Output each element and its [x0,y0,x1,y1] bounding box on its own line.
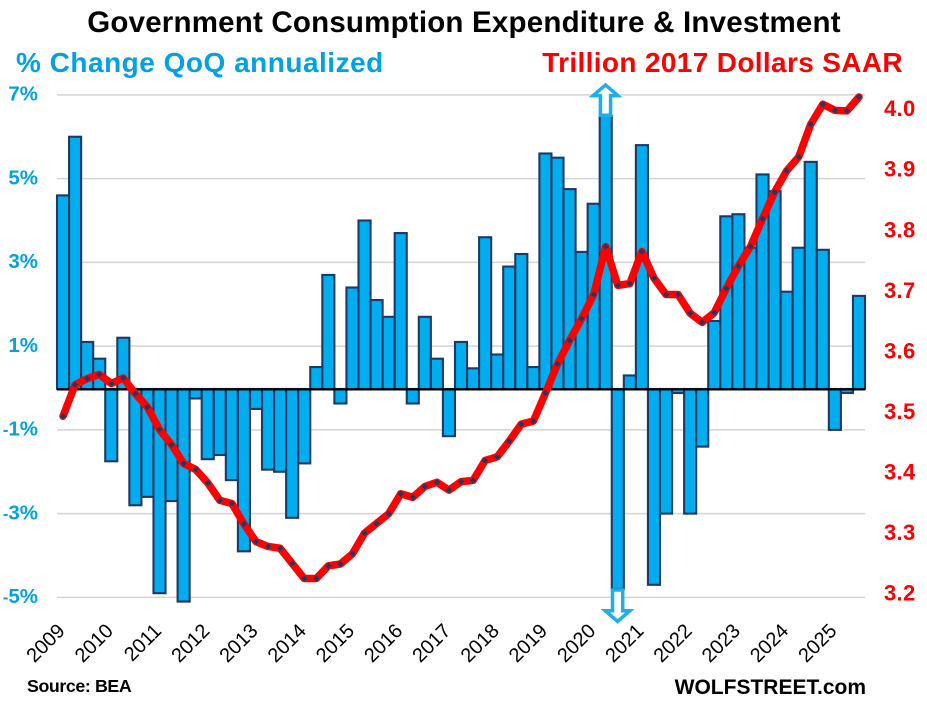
svg-text:1%: 1% [8,334,38,357]
svg-text:Government Consumption Expendi: Government Consumption Expenditure & Inv… [87,6,841,39]
svg-text:3.7: 3.7 [884,278,915,303]
svg-text:WOLFSTREET.com: WOLFSTREET.com [675,676,866,699]
svg-text:3.8: 3.8 [884,217,915,242]
svg-text:-5%: -5% [3,585,38,608]
svg-text:3.5: 3.5 [884,399,915,424]
svg-text:Trillion 2017 Dollars SAAR: Trillion 2017 Dollars SAAR [542,47,903,78]
svg-text:-1%: -1% [3,418,38,441]
svg-text:3.2: 3.2 [884,581,915,606]
svg-text:-3%: -3% [3,501,38,524]
svg-text:3.4: 3.4 [884,460,916,485]
svg-text:3.9: 3.9 [884,157,915,182]
svg-text:3.3: 3.3 [884,520,915,545]
svg-text:3.6: 3.6 [884,338,915,363]
svg-text:% Change QoQ annualized: % Change QoQ annualized [16,47,384,78]
svg-text:5%: 5% [8,166,38,189]
svg-text:3%: 3% [8,250,38,273]
svg-text:7%: 7% [8,83,38,106]
svg-text:Source: BEA: Source: BEA [27,676,132,696]
svg-text:4.0: 4.0 [884,96,915,121]
